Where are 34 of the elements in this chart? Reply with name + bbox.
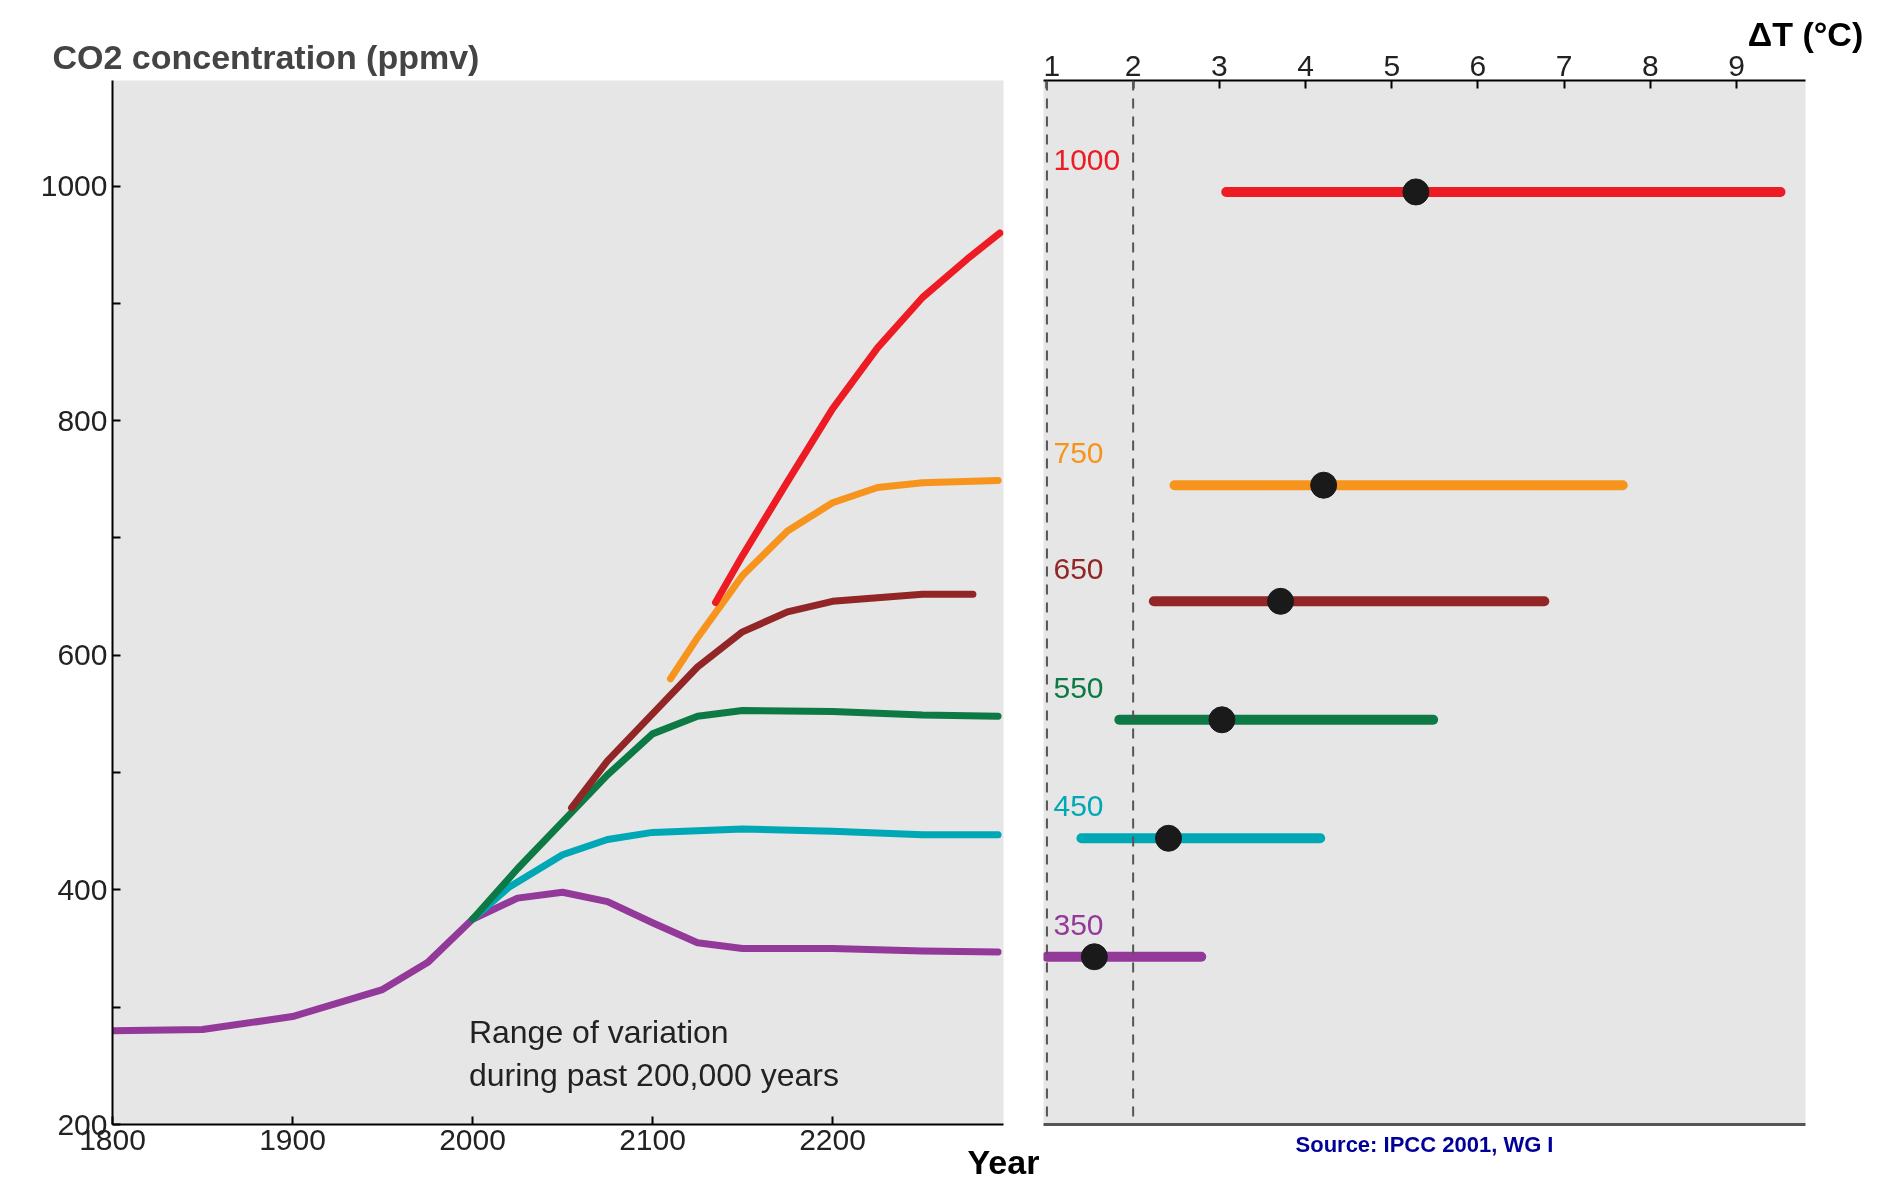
- x-tick-label: 1900: [259, 1122, 326, 1156]
- x-tick-label: 2200: [799, 1122, 866, 1156]
- point: [1267, 587, 1295, 615]
- series-label: 350: [1053, 907, 1104, 941]
- series-label: 650: [1053, 552, 1104, 586]
- text: 1000: [1053, 142, 1121, 176]
- point: [1310, 471, 1338, 499]
- x-tick-label: 8: [1642, 48, 1659, 82]
- y-tick-label: 1000: [40, 169, 108, 203]
- y-tick-label: 800: [57, 403, 108, 437]
- x-axis-title: Year: [967, 1142, 1040, 1181]
- x-tick-label: 9: [1728, 48, 1745, 82]
- source-note: Source: IPCC 2001, WG I: [1295, 1131, 1554, 1157]
- x-tick-label: 4: [1297, 48, 1314, 82]
- y-tick-label: 400: [57, 872, 108, 906]
- series-label: 550: [1053, 670, 1104, 704]
- y-axis-title: CO2 concentration (ppmv): [52, 37, 480, 76]
- series-label: 450: [1053, 789, 1104, 823]
- point: [1080, 943, 1108, 971]
- point: [1208, 706, 1236, 734]
- point: [1402, 178, 1430, 206]
- x-tick-label: 2100: [619, 1122, 686, 1156]
- x-tick-label: 2000: [439, 1122, 506, 1156]
- y-tick-label: 600: [57, 638, 108, 672]
- x-tick-label: 2: [1124, 48, 1142, 82]
- x-tick-label: 1: [1043, 48, 1061, 82]
- text: 750: [1053, 436, 1104, 470]
- annotation: Range of variation during past 200,000 years: [468, 1013, 839, 1094]
- x-axis-title: ΔT (°C): [1747, 14, 1864, 53]
- x-tick-label: 6: [1469, 48, 1487, 82]
- x-tick-label: 5: [1383, 48, 1401, 82]
- x-tick-label: 7: [1555, 48, 1573, 82]
- point: [1154, 824, 1182, 852]
- x-tick-label: 3: [1211, 48, 1228, 82]
